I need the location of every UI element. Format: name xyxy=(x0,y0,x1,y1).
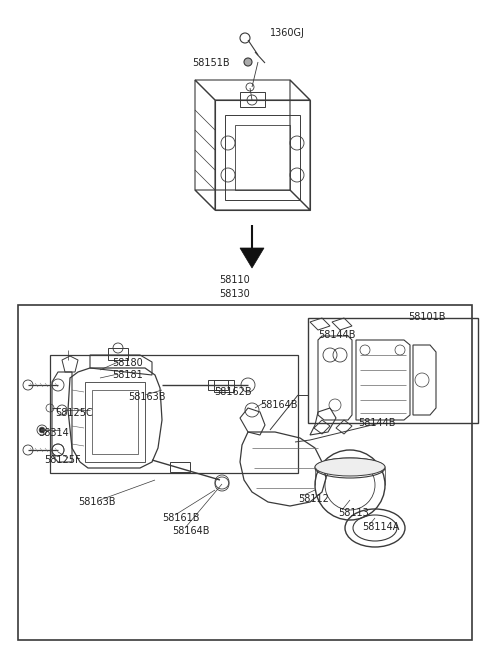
Text: 1360GJ: 1360GJ xyxy=(270,28,305,38)
Text: 58180: 58180 xyxy=(112,358,143,368)
Polygon shape xyxy=(240,248,264,268)
Bar xyxy=(214,380,234,392)
Bar xyxy=(308,318,478,423)
Text: 58163B: 58163B xyxy=(78,497,116,507)
Text: 58164B: 58164B xyxy=(260,400,298,410)
Text: 58130: 58130 xyxy=(220,289,251,299)
Bar xyxy=(92,390,138,454)
Text: 58112: 58112 xyxy=(298,494,329,504)
Text: 58163B: 58163B xyxy=(128,392,166,402)
Circle shape xyxy=(244,58,252,66)
Circle shape xyxy=(39,427,45,433)
Bar xyxy=(50,355,298,473)
Ellipse shape xyxy=(315,458,385,476)
Text: 58113: 58113 xyxy=(338,508,369,518)
Text: 58125F: 58125F xyxy=(44,455,81,465)
Text: 58101B: 58101B xyxy=(408,312,445,322)
Bar xyxy=(170,462,190,472)
Text: 58162B: 58162B xyxy=(214,387,252,397)
Text: 58144B: 58144B xyxy=(318,330,356,340)
Text: 58110: 58110 xyxy=(220,275,251,285)
Bar xyxy=(85,382,145,462)
Text: 58114A: 58114A xyxy=(362,522,399,532)
Text: 58151B: 58151B xyxy=(192,58,229,68)
Bar xyxy=(208,380,228,390)
Bar xyxy=(235,125,290,190)
Bar xyxy=(18,305,472,640)
Bar xyxy=(225,115,300,200)
Bar xyxy=(240,92,265,107)
Text: 58314: 58314 xyxy=(38,428,69,438)
Bar xyxy=(108,348,128,360)
Text: 58144B: 58144B xyxy=(358,418,396,428)
Text: 58161B: 58161B xyxy=(162,513,200,523)
Text: 58125C: 58125C xyxy=(55,408,93,418)
Text: 58164B: 58164B xyxy=(172,526,209,536)
Text: 58181: 58181 xyxy=(112,370,143,380)
